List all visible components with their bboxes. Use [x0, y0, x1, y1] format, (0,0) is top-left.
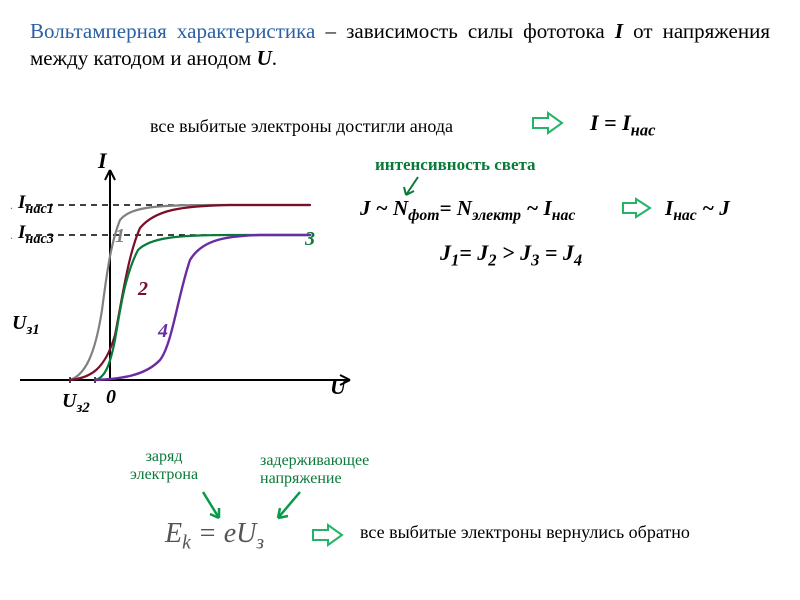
title-dot: .: [272, 46, 277, 70]
iv-chart: [10, 150, 370, 410]
arrow-down-icon: [270, 490, 310, 524]
arrow-icon: [620, 196, 658, 220]
formula-J-line2: J1= J2 > J3 = J4: [440, 240, 582, 270]
anno-all-reached: все выбитые электроны достигли анода: [150, 116, 453, 137]
title-highlight: Вольтамперная характеристика: [30, 19, 315, 43]
title-I: I: [615, 19, 623, 43]
anno-intensity: интенсивность света: [375, 155, 536, 175]
page-title: Вольтамперная характеристика – зависимос…: [30, 18, 770, 73]
f1-sub: нас: [631, 120, 656, 139]
formula-J-line1: J ~ Nфот= Nэлектр ~ Iнас: [360, 196, 575, 225]
curve-label-2: 2: [138, 278, 148, 301]
arrow-icon: [530, 110, 570, 136]
anno-charge: заряд электрона: [130, 448, 198, 484]
x-axis-label: U: [330, 374, 346, 400]
title-U: U: [257, 46, 272, 70]
curve-label-4: 4: [158, 320, 168, 343]
formula-I-eq-Isat: I = Iнас: [590, 110, 655, 140]
label-Inas3: Iнас3: [18, 222, 54, 248]
anno-retarding: задерживающее напряжение: [260, 452, 369, 488]
title-rest1: – зависимость силы фототока: [315, 19, 614, 43]
curve-label-3: 3: [305, 228, 315, 251]
label-Uz1: Uз1: [12, 312, 40, 339]
origin-label: 0: [106, 386, 116, 409]
f1-lhs: I = I: [590, 110, 631, 135]
anno-all-returned: все выбитые электроны вернулись обратно: [360, 522, 690, 543]
label-Inas1: Iнас1: [18, 192, 54, 218]
formula-J-line1b: Iнас ~ J: [665, 196, 730, 225]
y-axis-label: I: [98, 148, 107, 174]
curve-label-1: 1: [115, 225, 125, 248]
label-Uz2: Uз2: [62, 390, 90, 417]
arrow-icon: [310, 522, 350, 548]
formula-Ek: Ek = eUз: [165, 518, 264, 555]
